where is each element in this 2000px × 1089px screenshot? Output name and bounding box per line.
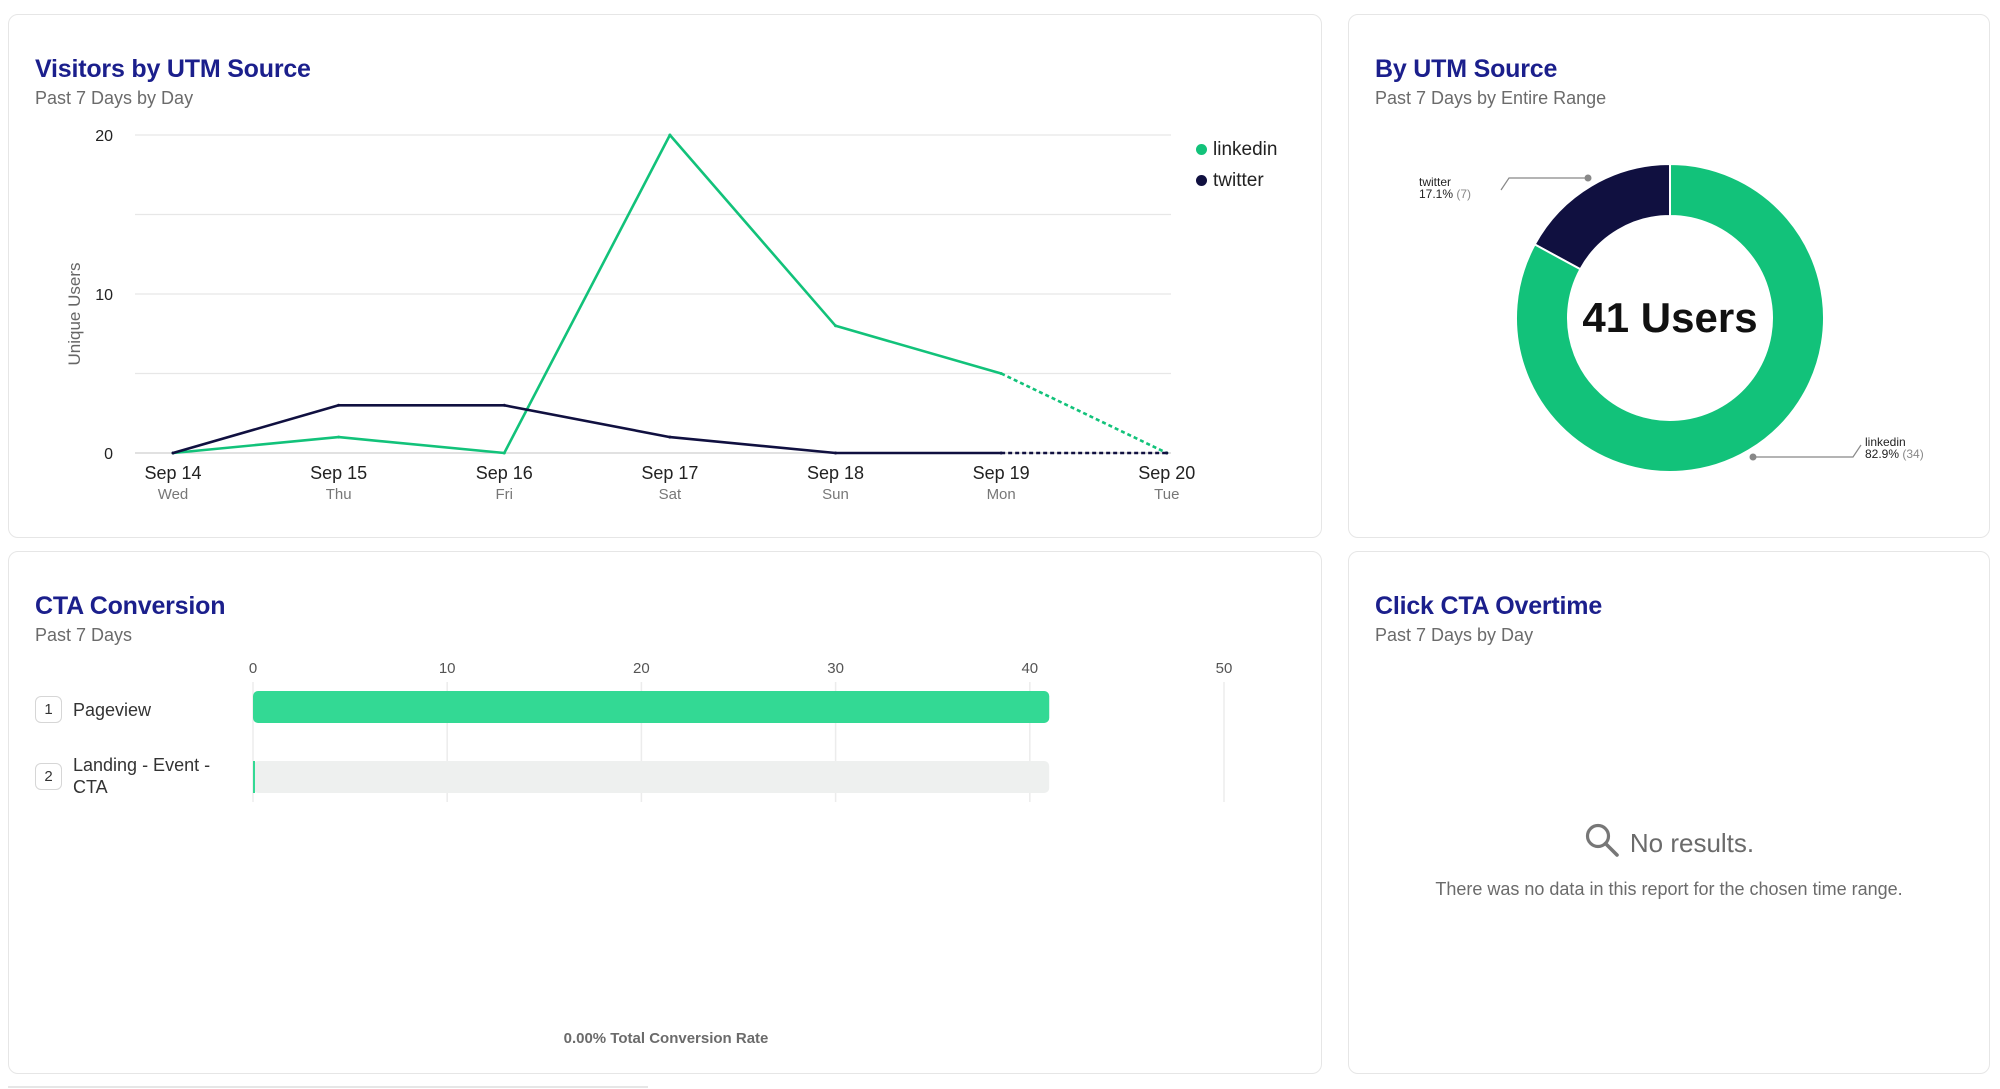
callout-dot-linkedin xyxy=(1749,453,1757,461)
donut-slice-twitter xyxy=(1533,162,1671,271)
data-point-twitter xyxy=(834,451,838,455)
donut-slice-linkedin xyxy=(1515,162,1825,473)
funnel-track xyxy=(253,761,1050,793)
click-cta-title[interactable]: Click CTA Overtime xyxy=(1375,592,1603,620)
y-tick-label: 0 xyxy=(104,446,113,463)
empty-state: No results. There was no data in this re… xyxy=(1349,822,1989,900)
funnel-step-label: Landing - Event - CTA xyxy=(73,755,211,797)
data-point-linkedin xyxy=(337,435,341,439)
funnel-step-label: Pageview xyxy=(73,699,152,720)
click-cta-subtitle: Past 7 Days by Day xyxy=(1375,625,1534,645)
x-tick-day: Mon xyxy=(987,486,1016,503)
donut-center-label: 41 Users xyxy=(1582,294,1757,341)
series-line-linkedin xyxy=(172,133,1002,455)
empty-state-title-row: No results. xyxy=(1584,822,1754,865)
legend-item-linkedin[interactable]: linkedin xyxy=(1196,134,1277,165)
x-tick-label: 10 xyxy=(439,660,456,677)
x-tick-label: Sep 19 xyxy=(973,463,1030,483)
data-point-linkedin xyxy=(999,372,1003,375)
x-tick-day: Sun xyxy=(822,486,849,503)
visitors-subtitle: Past 7 Days by Day xyxy=(35,88,194,108)
data-point-twitter xyxy=(1165,451,1169,455)
data-point-linkedin xyxy=(668,133,672,137)
x-tick-label: Sep 18 xyxy=(807,463,864,483)
visitors-card: Visitors by UTM Source Past 7 Days by Da… xyxy=(8,14,1322,538)
legend-label-linkedin: linkedin xyxy=(1213,138,1278,160)
x-tick-day: Tue xyxy=(1154,486,1179,503)
search-icon xyxy=(1584,822,1620,865)
x-tick-day: Sat xyxy=(659,486,682,503)
series-line-partial-linkedin xyxy=(1000,372,1168,455)
x-tick-label: 40 xyxy=(1021,660,1038,677)
funnel-bar xyxy=(253,761,255,793)
empty-state-description: There was no data in this report for the… xyxy=(1435,879,1903,899)
visitors-title[interactable]: Visitors by UTM Source xyxy=(35,55,311,83)
x-tick-label: 30 xyxy=(827,660,844,677)
utm-source-subtitle: Past 7 Days by Entire Range xyxy=(1375,88,1607,108)
callout-line-linkedin xyxy=(1753,444,1862,458)
data-point-twitter xyxy=(999,451,1003,455)
data-point-twitter xyxy=(171,451,175,455)
click-cta-card: Click CTA Overtime Past 7 Days by Day No… xyxy=(1348,551,1990,1074)
data-point-linkedin xyxy=(502,451,506,455)
x-tick-label: 20 xyxy=(633,660,650,677)
y-axis-label: Unique Users xyxy=(65,263,84,366)
utm-source-card: By UTM Source Past 7 Days by Entire Rang… xyxy=(1348,14,1990,538)
total-conversion-rate: 0.00% Total Conversion Rate xyxy=(563,1030,769,1047)
legend-dot-linkedin xyxy=(1196,144,1207,155)
y-tick-label: 10 xyxy=(95,287,113,304)
bottom-divider xyxy=(8,1086,648,1088)
callout-dot-twitter xyxy=(1584,174,1592,182)
data-point-twitter xyxy=(337,403,341,407)
cta-conversion-card: CTA Conversion Past 7 Days 0 10 20 30 40 50 1… xyxy=(8,551,1322,1074)
x-tick-label: Sep 20 xyxy=(1138,463,1195,483)
series-line-twitter xyxy=(172,403,1002,455)
data-point-twitter xyxy=(502,403,506,407)
callout-name-linkedin: linkedin xyxy=(1865,435,1906,449)
utm-source-title[interactable]: By UTM Source xyxy=(1375,55,1558,83)
callout-line-twitter xyxy=(1500,177,1588,191)
data-point-twitter xyxy=(668,435,672,439)
callout-value-twitter: 17.1% (7) xyxy=(1419,187,1471,201)
y-tick-label: 20 xyxy=(95,128,113,145)
x-tick-label: Sep 14 xyxy=(144,463,201,483)
x-tick-day: Wed xyxy=(158,486,189,503)
funnel-step-2[interactable]: 2 Landing - Event - CTA xyxy=(35,754,233,798)
x-tick-label: Sep 15 xyxy=(310,463,367,483)
legend-dot-twitter xyxy=(1196,175,1207,186)
data-point-linkedin xyxy=(834,324,838,328)
x-tick-day: Fri xyxy=(496,486,514,503)
funnel-step-number: 1 xyxy=(35,696,62,723)
funnel-step-number: 2 xyxy=(35,762,62,790)
cta-conversion-title[interactable]: CTA Conversion xyxy=(35,592,226,620)
x-tick-label: Sep 16 xyxy=(476,463,533,483)
cta-funnel-chart[interactable]: 0 10 20 30 40 50 xyxy=(9,552,1323,1075)
x-tick-label: 50 xyxy=(1216,660,1233,677)
x-tick-label: Sep 17 xyxy=(641,463,698,483)
x-tick-day: Thu xyxy=(326,486,352,503)
empty-state-title: No results. xyxy=(1629,828,1755,858)
legend-item-twitter[interactable]: twitter xyxy=(1196,165,1277,196)
cta-conversion-subtitle: Past 7 Days xyxy=(35,625,133,645)
callout-name-twitter: twitter xyxy=(1419,175,1451,189)
visitors-legend: linkedin twitter xyxy=(1196,134,1277,196)
visitors-line-chart[interactable]: 0 10 20 Unique Users Sep 14 Wed Sep 15 Thu Sep 1… xyxy=(9,15,1323,539)
callout-value-linkedin: 82.9% (34) xyxy=(1865,447,1924,461)
x-tick-label: 0 xyxy=(249,660,257,677)
legend-label-twitter: twitter xyxy=(1213,169,1264,191)
funnel-step-1[interactable]: 1 Pageview xyxy=(35,696,233,723)
funnel-bar xyxy=(253,691,1050,723)
